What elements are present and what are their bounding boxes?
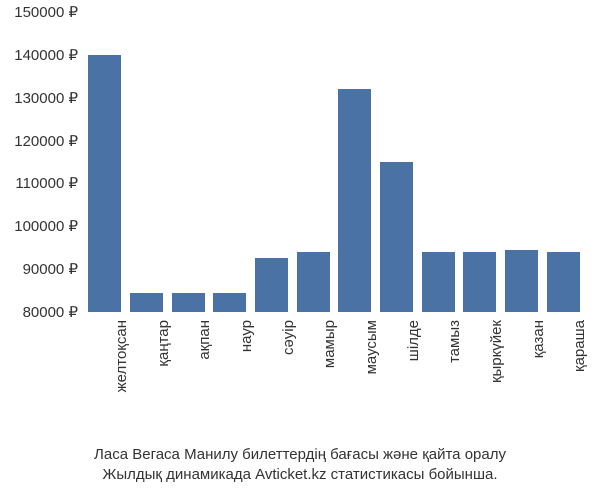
- bar: [463, 252, 496, 312]
- y-tick-label: 110000 ₽: [15, 174, 84, 192]
- bar: [338, 89, 371, 312]
- bar: [255, 258, 288, 312]
- bar: [172, 293, 205, 312]
- chart-caption: Ласа Вегаса Манилу билеттердің бағасы жә…: [0, 445, 600, 486]
- bar: [88, 55, 121, 312]
- bars-layer: [84, 12, 584, 312]
- y-tick-label: 80000 ₽: [23, 303, 84, 321]
- y-tick-label: 140000 ₽: [14, 46, 84, 64]
- x-tick-label: наур: [238, 320, 255, 352]
- bar: [130, 293, 163, 312]
- x-tick-label: желтоқсан: [113, 320, 130, 392]
- x-tick-label: қазан: [530, 320, 547, 358]
- y-tick-label: 150000 ₽: [14, 3, 84, 21]
- bar: [547, 252, 580, 312]
- x-tick-label: шілде: [405, 320, 422, 361]
- y-tick-label: 100000 ₽: [14, 217, 84, 235]
- x-tick-label: қараша: [571, 320, 588, 372]
- x-tick-label: мамыр: [321, 320, 338, 368]
- chart-container: 80000 ₽ 90000 ₽ 100000 ₽ 110000 ₽ 120000 ₽ 13…: [0, 0, 600, 500]
- caption-line-2: Жылдық динамикада Avticket.kz статистика…: [0, 465, 600, 485]
- x-tick-label: қыркүйек: [488, 320, 505, 383]
- y-tick-label: 90000 ₽: [23, 260, 84, 278]
- bar: [505, 250, 538, 312]
- x-tick-label: ақпан: [196, 320, 213, 360]
- y-tick-label: 130000 ₽: [14, 89, 84, 107]
- bar: [380, 162, 413, 312]
- x-tick-label: маусым: [363, 320, 380, 374]
- bar: [297, 252, 330, 312]
- x-tick-label: қаңтар: [155, 320, 172, 367]
- caption-line-1: Ласа Вегаса Манилу билеттердің бағасы жә…: [0, 445, 600, 465]
- x-tick-label: сәуір: [280, 320, 297, 355]
- plot-area: 80000 ₽90000 ₽100000 ₽110000 ₽120000 ₽13…: [84, 12, 584, 312]
- bar: [213, 293, 246, 312]
- bar: [422, 252, 455, 312]
- y-tick-label: 120000 ₽: [14, 132, 84, 150]
- x-tick-label: тамыз: [446, 320, 463, 363]
